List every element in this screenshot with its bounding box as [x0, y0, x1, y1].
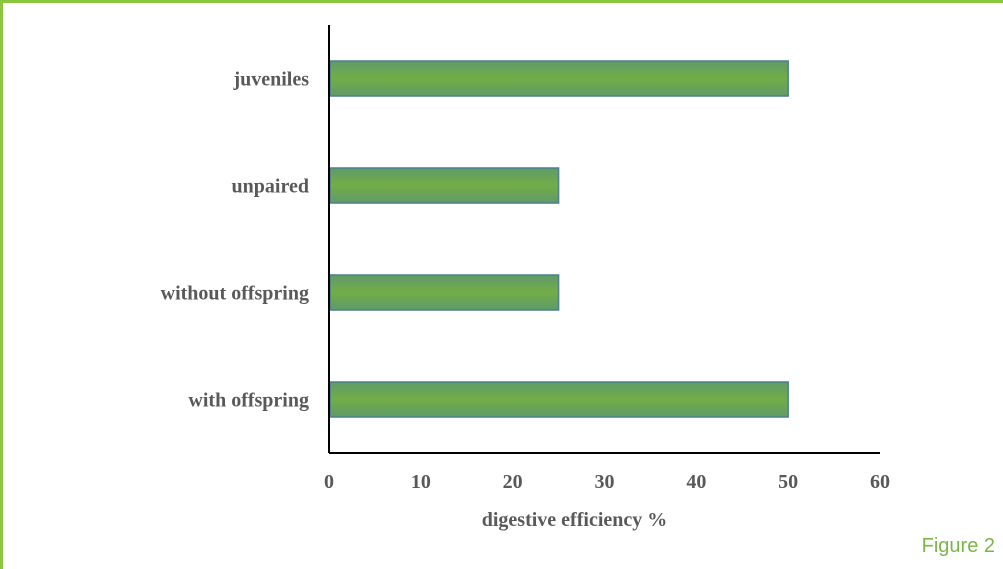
x-tick-label: 10: [411, 471, 431, 493]
bar-juveniles: [329, 60, 789, 97]
category-label: with offspring: [188, 390, 309, 412]
bar-with-offspring: [329, 381, 789, 418]
x-tick-labels: 0 10 20 30 40 50 60: [324, 471, 890, 493]
category-label: unpaired: [232, 176, 309, 198]
x-tick-label: 60: [870, 471, 890, 493]
x-tick-label: 20: [503, 471, 523, 493]
category-label: juveniles: [232, 69, 309, 91]
x-axis-title: digestive efficiency %: [482, 509, 668, 531]
x-tick-label: 30: [595, 471, 615, 493]
figure-label: Figure 2: [921, 535, 995, 557]
x-tick-label: 40: [686, 471, 706, 493]
x-tick-label: 50: [778, 471, 798, 493]
category-labels: juveniles unpaired without offspring with o…: [161, 69, 310, 412]
bars: [329, 60, 789, 418]
x-tick-label: 0: [324, 471, 334, 493]
bar-without-offspring: [329, 274, 560, 311]
bar-unpaired: [329, 167, 560, 204]
category-label: without offspring: [161, 283, 309, 305]
